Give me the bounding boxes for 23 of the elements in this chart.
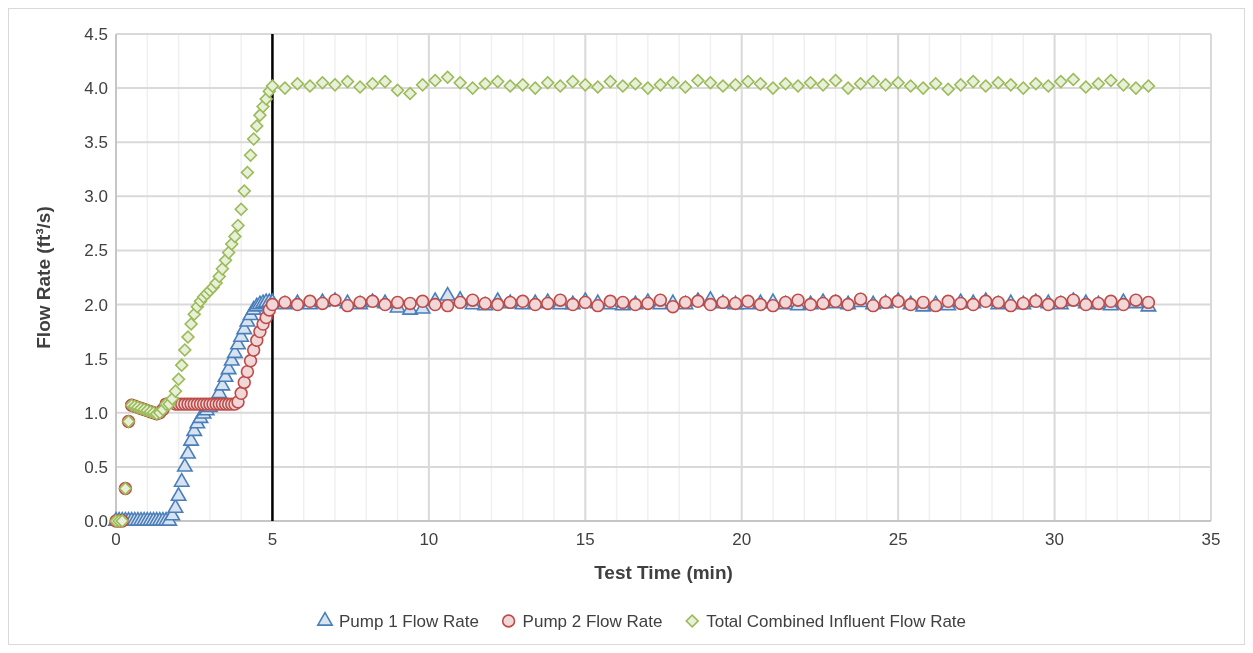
y-tick-label: 1.5 — [84, 349, 108, 369]
x-tick-label: 15 — [575, 530, 595, 549]
y-tick-label: 4.5 — [84, 24, 108, 44]
x-tick-label: 30 — [1045, 530, 1065, 549]
legend-label: Total Combined Influent Flow Rate — [706, 612, 967, 631]
x-tick-label: 10 — [419, 530, 439, 549]
y-axis-title: Flow Rate (ft³/s) — [33, 206, 54, 349]
y-tick-label: 0.5 — [84, 457, 108, 477]
x-tick-label: 35 — [1201, 530, 1221, 549]
x-axis-title: Test Time (min) — [594, 562, 733, 583]
y-tick-label: 1.0 — [84, 403, 108, 423]
y-tick-label: 3.0 — [84, 187, 108, 207]
legend-label: Pump 2 Flow Rate — [522, 612, 663, 631]
y-tick-label: 2.5 — [84, 241, 108, 261]
legend-label: Pump 1 Flow Rate — [339, 612, 479, 631]
x-tick-label: 25 — [888, 530, 908, 549]
x-tick-label: 20 — [732, 530, 752, 549]
x-tick-label: 5 — [267, 530, 278, 549]
x-tick-label: 0 — [111, 530, 121, 549]
y-tick-label: 3.5 — [84, 133, 108, 153]
y-tick-label: 4.0 — [84, 79, 108, 99]
y-tick-label: 0.0 — [84, 511, 108, 531]
y-tick-label: 2.0 — [84, 295, 108, 315]
